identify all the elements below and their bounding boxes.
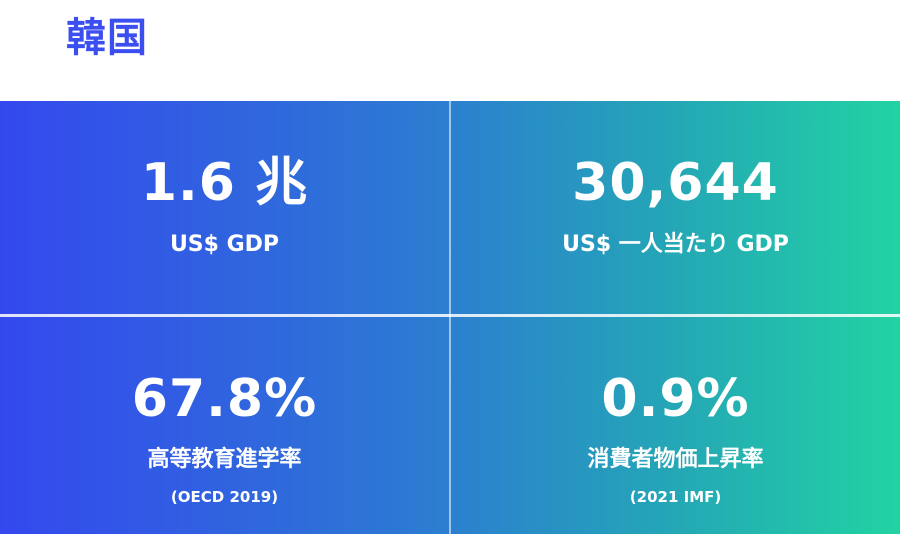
horizontal-divider <box>0 314 900 317</box>
stat-value-inflation: 0.9% <box>601 369 750 429</box>
stat-label-inflation: 消費者物価上昇率 <box>587 447 764 472</box>
stat-value-gdp: 1.6 兆 <box>140 153 309 213</box>
stat-label-gdp-per-capita: US$ 一人当たり GDP <box>562 232 789 257</box>
stat-value-gdp-per-capita: 30,644 <box>572 153 779 213</box>
stat-label-tertiary-education: 高等教育進学率 <box>147 447 302 472</box>
page-title: 韓国 <box>66 15 148 61</box>
stat-source-inflation: (2021 IMF) <box>629 488 722 506</box>
stat-card-inflation: 0.9% 消費者物価上昇率 (2021 IMF) <box>451 317 900 534</box>
stats-grid: 1.6 兆 US$ GDP 30,644 US$ 一人当たり GDP 67.8%… <box>0 101 900 534</box>
vertical-divider <box>449 101 451 534</box>
stat-source-tertiary-education: (OECD 2019) <box>170 488 279 506</box>
stat-value-tertiary-education: 67.8% <box>131 369 318 429</box>
stat-label-gdp: US$ GDP <box>169 232 280 257</box>
stat-card-gdp: 1.6 兆 US$ GDP <box>0 101 449 314</box>
stat-card-tertiary-education: 67.8% 高等教育進学率 (OECD 2019) <box>0 317 449 534</box>
stat-card-gdp-per-capita: 30,644 US$ 一人当たり GDP <box>451 101 900 314</box>
